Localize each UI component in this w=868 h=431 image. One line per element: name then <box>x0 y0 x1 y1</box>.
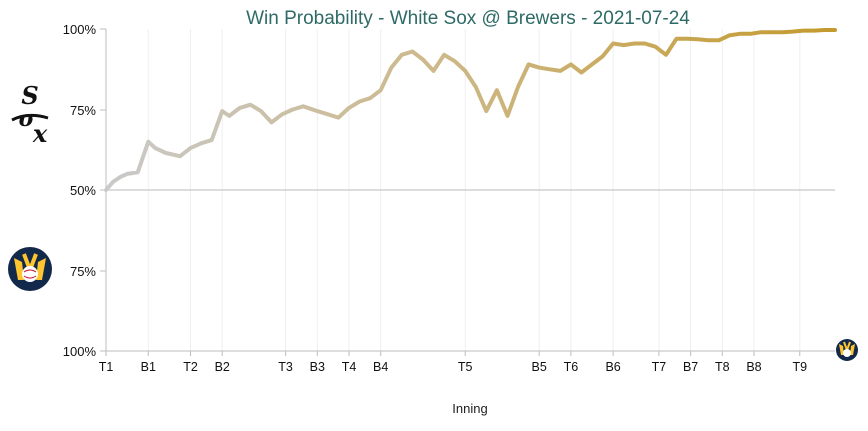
win-probability-line <box>104 28 837 192</box>
x-tick-label-t1: T1 <box>99 360 114 374</box>
x-tick-label-t9: T9 <box>792 360 807 374</box>
x-tick-label-t3: T3 <box>278 360 293 374</box>
x-tick-label-b1: B1 <box>141 360 156 374</box>
chart-title: Win Probability - White Sox @ Brewers - … <box>246 8 690 29</box>
x-axis-label: Inning <box>452 401 487 416</box>
x-tick-label-b7: B7 <box>683 360 698 374</box>
x-axis-ticks: T1 B1 T2 B2 T3 B3 T4 B4 T5 B5 T6 B6 T7 B7 T8 B8 T9 <box>99 351 807 374</box>
x-tick-label-t8: T8 <box>715 360 730 374</box>
x-tick-label-b2: B2 <box>215 360 230 374</box>
x-tick-label-t4: T4 <box>342 360 357 374</box>
brewers-logo-small <box>836 339 858 361</box>
x-tick-label-b6: B6 <box>605 360 620 374</box>
white-sox-logo: S o x <box>11 81 49 148</box>
x-tick-label-b3: B3 <box>310 360 325 374</box>
x-tick-label-t6: T6 <box>564 360 579 374</box>
win-probability-series <box>104 28 837 192</box>
svg-text:o: o <box>19 106 34 132</box>
y-tick-label-50: 50% <box>70 183 96 198</box>
svg-text:x: x <box>32 119 48 148</box>
svg-text:S: S <box>21 81 38 110</box>
y-tick-label-top-100: 100% <box>63 22 97 37</box>
brewers-logo <box>8 247 52 291</box>
y-axis-ticks: 100% 75% 50% 75% 100% <box>63 22 106 359</box>
y-tick-label-bottom-75: 75% <box>70 264 96 279</box>
y-tick-label-bottom-100: 100% <box>63 344 97 359</box>
x-tick-label-t2: T2 <box>183 360 198 374</box>
x-tick-label-b5: B5 <box>532 360 547 374</box>
x-tick-label-b8: B8 <box>746 360 761 374</box>
x-tick-label-t5: T5 <box>458 360 473 374</box>
y-tick-label-top-75: 75% <box>70 103 96 118</box>
x-tick-label-t7: T7 <box>652 360 667 374</box>
x-tick-label-b4: B4 <box>373 360 388 374</box>
